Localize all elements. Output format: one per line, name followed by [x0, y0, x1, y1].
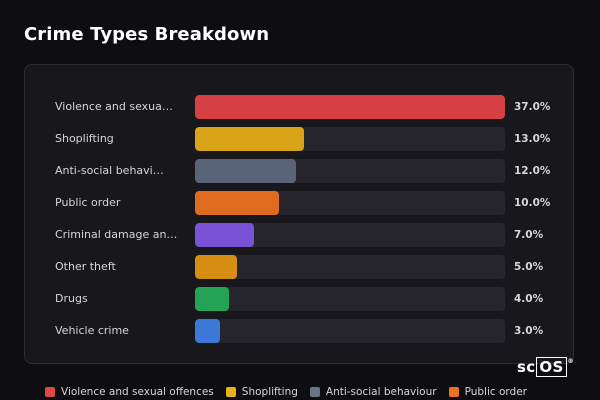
bar-row: Criminal damage an… 7.0%: [25, 223, 573, 247]
legend-swatch: [225, 387, 236, 397]
bar[interactable]: [195, 287, 229, 311]
bar-category-label: Vehicle crime: [55, 324, 129, 337]
bar-category-label: Anti-social behavi…: [55, 164, 164, 177]
page-title: Crime Types Breakdown: [24, 24, 270, 45]
legend-item[interactable]: Public order: [448, 386, 527, 398]
bar-category-label: Other theft: [55, 260, 116, 273]
legend-label: Anti-social behaviour: [325, 386, 437, 398]
bar-category-label: Shoplifting: [55, 132, 114, 145]
bar[interactable]: [195, 255, 237, 279]
bar[interactable]: [195, 95, 505, 119]
legend-swatch: [448, 387, 459, 397]
bar-row: Public order 10.0%: [25, 191, 573, 215]
bar-track: [195, 287, 505, 311]
legend-swatch: [309, 387, 320, 397]
bar-row: Drugs 4.0%: [25, 287, 573, 311]
legend-swatch: [45, 387, 55, 397]
brand-logo: sc OS ®: [517, 357, 574, 377]
bar-value-label: 5.0%: [514, 261, 544, 273]
bar-track: [195, 95, 505, 119]
legend-label: Shoplifting: [241, 386, 298, 398]
legend-item[interactable]: Shoplifting: [225, 386, 298, 398]
bar-track: [195, 127, 505, 151]
bar-track: [195, 159, 505, 183]
bar-value-label: 12.0%: [514, 165, 551, 177]
brand-text-prefix: sc: [517, 358, 536, 376]
registered-mark: ®: [567, 358, 574, 365]
legend-label: Violence and sexual offences: [61, 386, 214, 398]
bar-value-label: 7.0%: [514, 229, 544, 241]
brand-text-box: OS: [536, 357, 567, 377]
bar-value-label: 37.0%: [514, 101, 551, 113]
bar[interactable]: [195, 159, 296, 183]
bar-track: [195, 255, 505, 279]
bar-row: Violence and sexua… 37.0%: [25, 95, 573, 119]
bar-value-label: 13.0%: [514, 133, 551, 145]
bar-row: Vehicle crime 3.0%: [25, 319, 573, 343]
legend-item[interactable]: Violence and sexual offences: [45, 386, 214, 398]
bar-track: [195, 191, 505, 215]
bar[interactable]: [195, 191, 279, 215]
bar-row: Anti-social behavi… 12.0%: [25, 159, 573, 183]
chart-card: Violence and sexua… 37.0% Shoplifting 13.0%…: [24, 64, 574, 364]
bar-track: [195, 223, 505, 247]
legend-label: Public order: [464, 386, 527, 398]
bar-row: Shoplifting 13.0%: [25, 127, 573, 151]
bar-value-label: 10.0%: [514, 197, 551, 209]
bar-track: [195, 319, 505, 343]
bar-category-label: Criminal damage an…: [55, 228, 177, 241]
bar[interactable]: [195, 319, 220, 343]
legend-item[interactable]: Anti-social behaviour: [309, 386, 437, 398]
bar[interactable]: [195, 127, 304, 151]
bar[interactable]: [195, 223, 254, 247]
bar-category-label: Drugs: [55, 292, 88, 305]
bar-value-label: 4.0%: [514, 293, 544, 305]
bar-value-label: 3.0%: [514, 325, 544, 337]
bar-category-label: Violence and sexua…: [55, 100, 173, 113]
bar-category-label: Public order: [55, 196, 121, 209]
chart-legend: Violence and sexual offences Shoplifting A…: [45, 386, 527, 398]
bar-row: Other theft 5.0%: [25, 255, 573, 279]
